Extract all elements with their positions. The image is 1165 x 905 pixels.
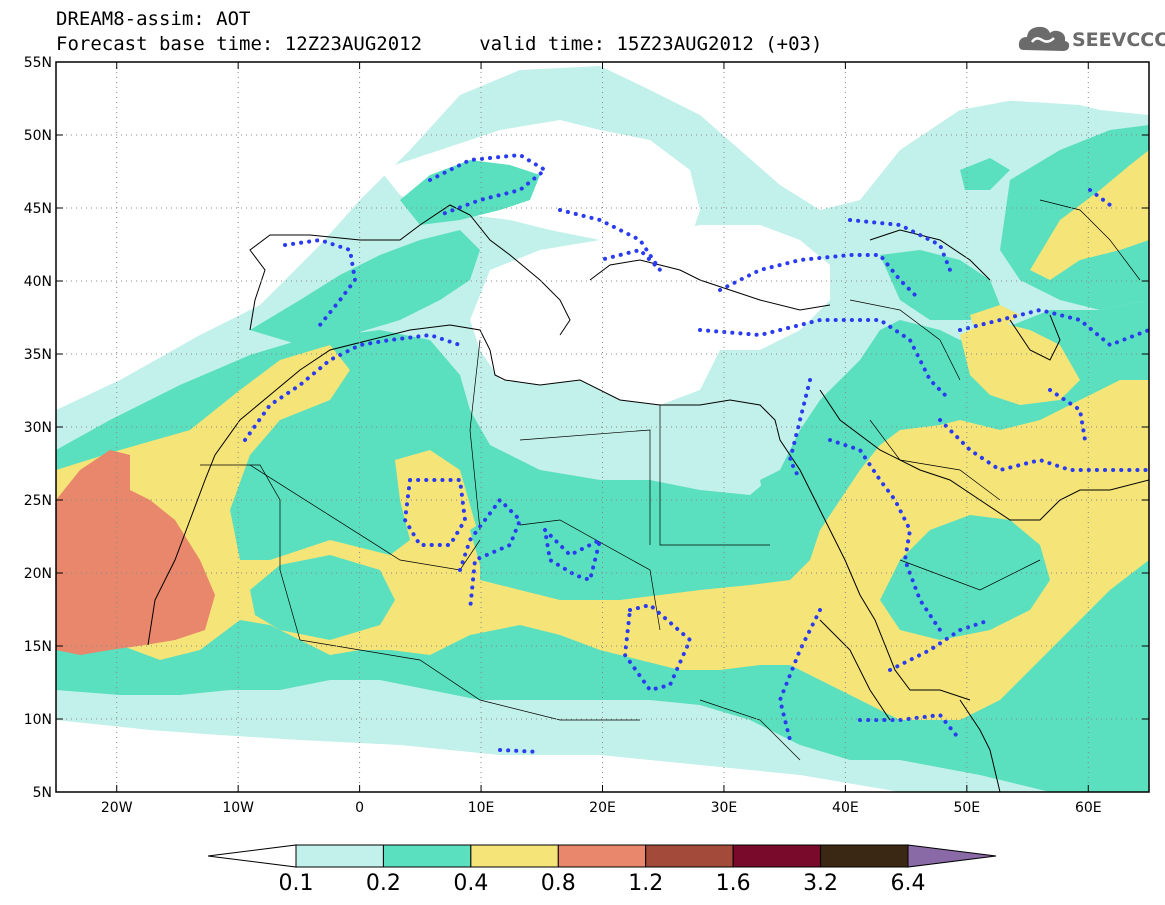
- aot-level-0.2-arabia: [880, 515, 1050, 640]
- contour-gulf: [938, 418, 1149, 473]
- contour-black-sea: [848, 218, 952, 272]
- coast-red-sea: [819, 619, 891, 721]
- colorbar-label: 0.1: [279, 871, 314, 896]
- coast-europe: [249, 204, 571, 336]
- tick-label-lon: 30E: [711, 800, 738, 816]
- chart-subtitle: Forecast base time: 12Z23AUG2012 valid t…: [56, 33, 823, 55]
- contour-chad: [542, 524, 603, 583]
- aot-level-0.2-ukraine: [960, 158, 1010, 190]
- coastlines: [147, 204, 1149, 792]
- aot-level-0.2-iberia: [250, 230, 480, 345]
- colorbar-label: 6.4: [891, 871, 926, 896]
- tick-label-lon: 0: [355, 800, 364, 816]
- contour-niger: [458, 496, 523, 612]
- tick-label-lon: 40E: [832, 800, 859, 816]
- contour-iran: [1048, 388, 1087, 442]
- coast-anatolia: [589, 259, 831, 311]
- logo-text: SEEVCCC: [1072, 29, 1165, 51]
- aot-level-0.2-sudan: [760, 460, 820, 545]
- tick-label-lon: 10E: [468, 800, 495, 816]
- contour-algeria: [402, 478, 468, 547]
- colorbar-lower-triangle: [207, 844, 297, 868]
- tick-label-lat: 50N: [24, 128, 52, 144]
- contour-horn: [858, 712, 962, 742]
- coast-arabia: [819, 389, 1149, 521]
- contour-north-africa: [243, 332, 462, 442]
- colorbar-box: [557, 844, 647, 868]
- grid-lines: [56, 61, 1149, 793]
- colorbar-box: [470, 844, 559, 868]
- aot-level-0.2-alps: [400, 160, 540, 225]
- contour-sudan: [622, 602, 693, 693]
- cloud-icon: [1018, 26, 1070, 51]
- tick-label-lon: 20E: [589, 800, 616, 816]
- tick-label-lat: 30N: [24, 420, 52, 436]
- chart-title: DREAM8-assim: AOT: [56, 8, 251, 30]
- contour-caspian: [958, 307, 1149, 348]
- tick-label-lat: 5N: [33, 785, 52, 801]
- seevccc-logo: SEEVCCC: [1018, 22, 1165, 56]
- contour-iberia: [283, 237, 358, 327]
- tick-label-lat: 25N: [24, 493, 52, 509]
- coast-black-sea: [869, 229, 991, 281]
- colorbar-label: 3.2: [803, 871, 838, 896]
- axis-ticks: 20W 10W 0 10E 20E 30E 40E 50E 60E 5N 10N 15N 20N 25N 3…: [24, 55, 1149, 816]
- tick-label-lon: 10W: [222, 800, 254, 816]
- tick-label-lat: 35N: [24, 347, 52, 363]
- aot-level-0.2-sahara: [250, 555, 395, 640]
- contour-yemen: [888, 618, 992, 672]
- coast-horn: [959, 699, 1001, 792]
- colorbar-label: 0.4: [453, 871, 488, 896]
- aot-level-0.8: [56, 450, 215, 655]
- aot-level-0.4-iran: [960, 320, 1080, 405]
- tick-label-lat: 40N: [24, 274, 52, 290]
- colorbar-box: [820, 844, 909, 868]
- colorbar-upper-triangle: [907, 844, 997, 868]
- aot-level-0.4-caspian: [1030, 150, 1149, 280]
- tick-label-lat: 15N: [24, 639, 52, 655]
- colorbar-box: [295, 844, 384, 868]
- colorbar-label: 0.2: [366, 871, 401, 896]
- aot-below-0.1-med: [470, 225, 830, 405]
- aot-below-0.1-europe: [380, 120, 700, 250]
- aot-level-0.2-black-sea: [880, 250, 1000, 320]
- coast-caspian: [1009, 314, 1061, 361]
- colorbar-box: [645, 844, 734, 868]
- tick-label-lat: 45N: [24, 201, 52, 217]
- aot-level-0.2-chad: [470, 510, 620, 590]
- tick-label-lon: 60E: [1075, 800, 1102, 816]
- contour-anatolia: [718, 253, 922, 302]
- colorbar-label: 1.2: [628, 871, 663, 896]
- tick-label-lat: 20N: [24, 566, 52, 582]
- tick-label-lat: 55N: [24, 55, 52, 71]
- colorbar-label: 1.6: [716, 871, 751, 896]
- contour-ethiopia: [777, 608, 822, 742]
- colorbar-box: [382, 844, 472, 868]
- country-borders: [200, 199, 1141, 761]
- aot-below-0.1-ne: [660, 62, 1149, 195]
- tick-label-lon: 50E: [953, 800, 980, 816]
- tick-label-lon: 20W: [101, 800, 133, 816]
- aot-below-0.1-nw: [56, 62, 460, 350]
- coast-africa: [147, 324, 971, 701]
- colorbar-label: 0.8: [541, 871, 576, 896]
- contour-central-africa: [498, 748, 542, 754]
- colorbar-box: [732, 844, 822, 868]
- dust-contours: [243, 152, 1149, 754]
- colorbar: 0.1 0.2 0.4 0.8 1.2 1.6 3.2 6.4: [207, 844, 997, 896]
- tick-label-lat: 10N: [24, 712, 52, 728]
- contour-balkans: [558, 208, 662, 272]
